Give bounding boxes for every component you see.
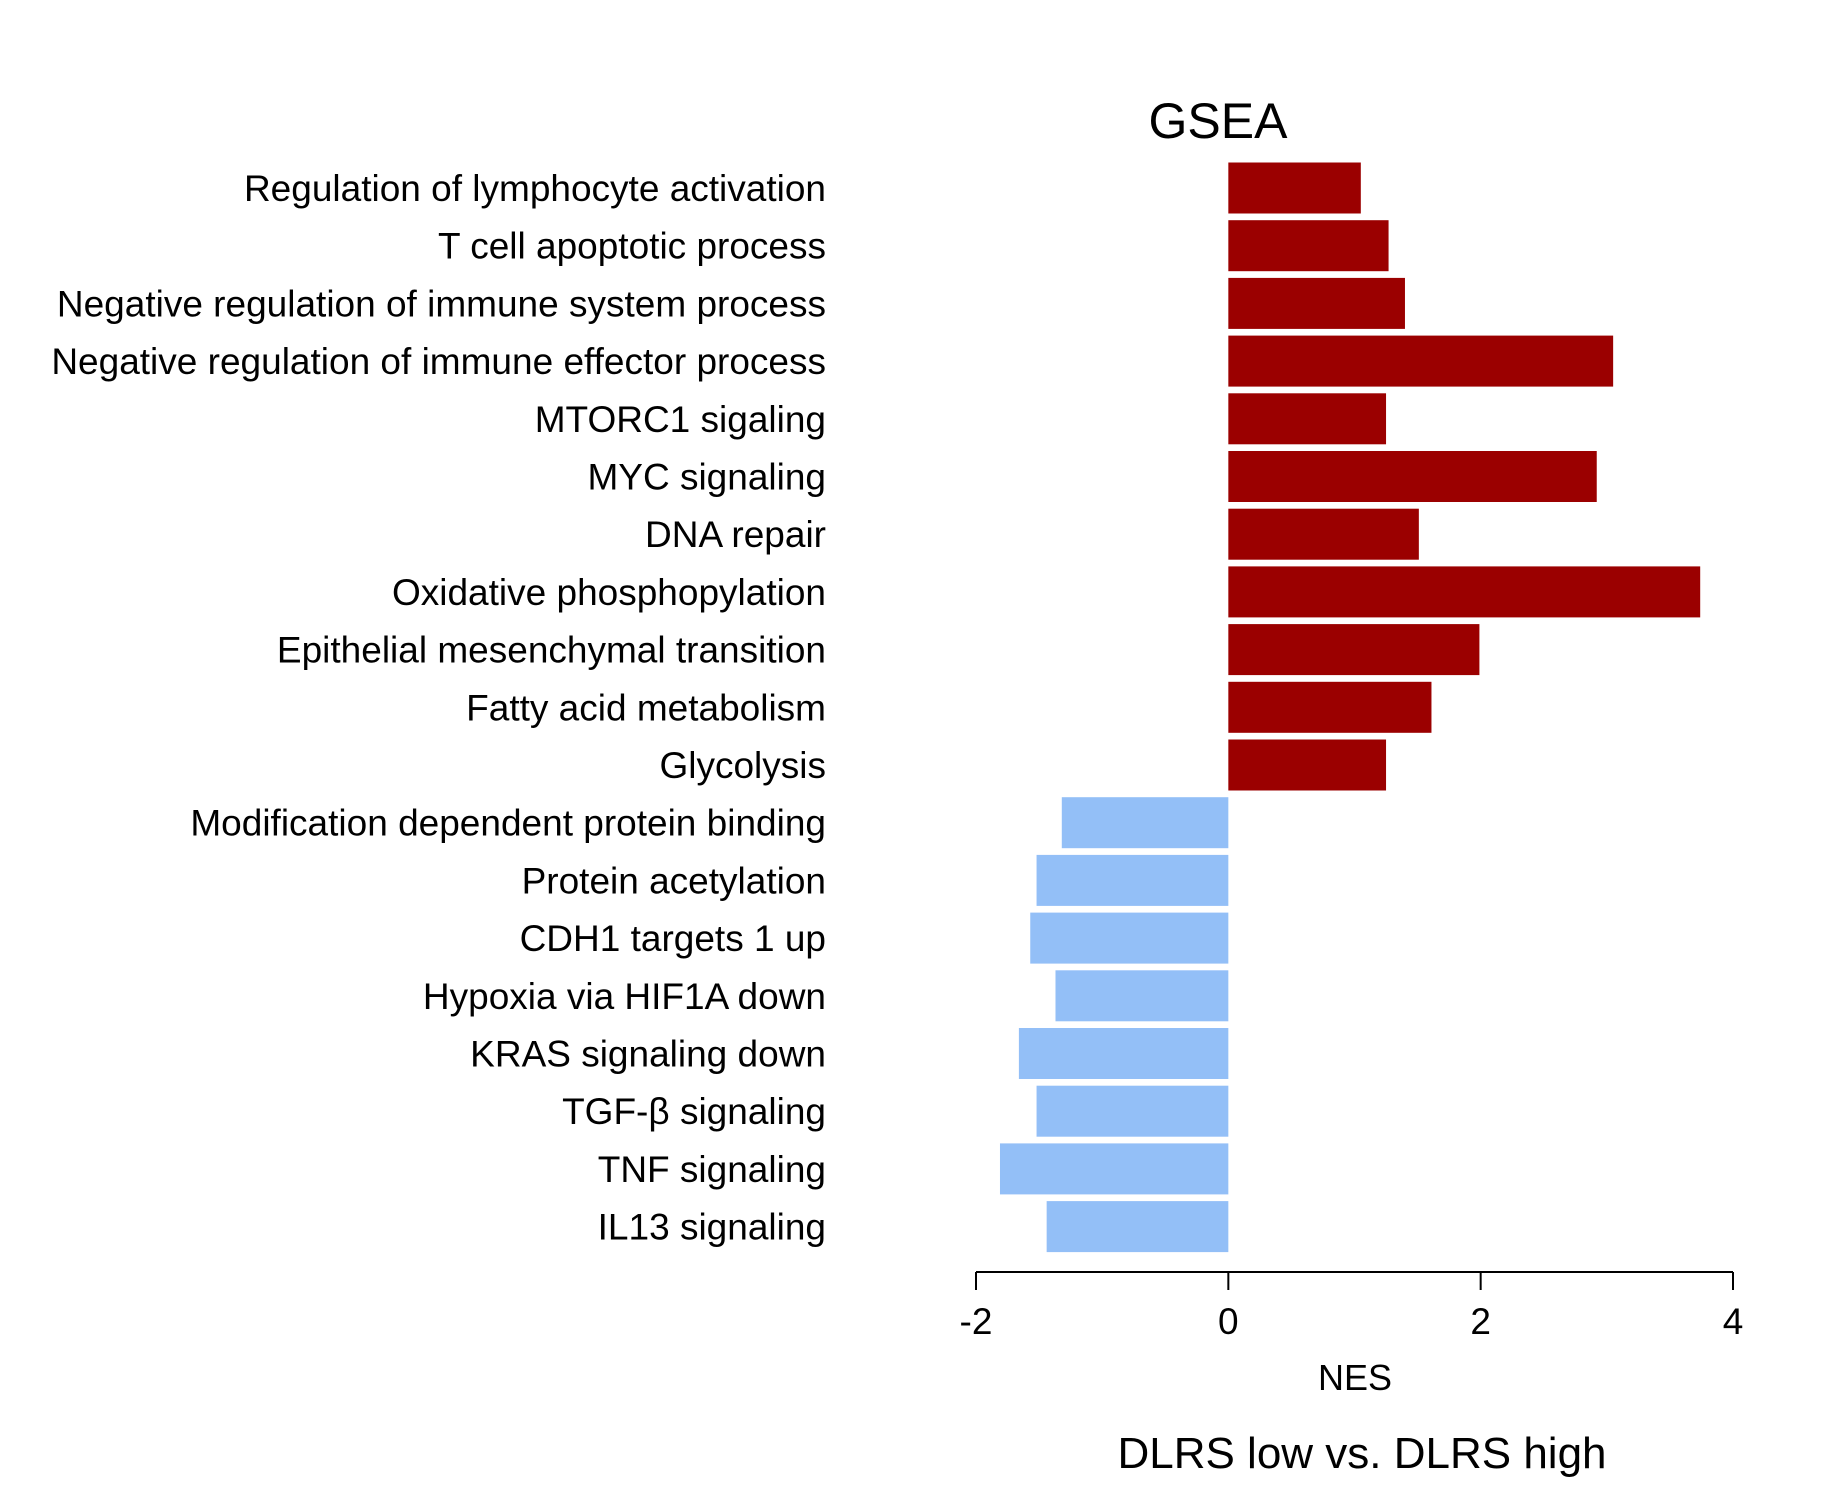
x-tick-label: 2 bbox=[1470, 1301, 1491, 1342]
bar bbox=[1036, 1085, 1229, 1137]
chart-title: GSEA bbox=[1149, 93, 1289, 149]
category-label: Protein acetylation bbox=[522, 860, 826, 901]
bar bbox=[1228, 162, 1361, 214]
bar bbox=[1228, 451, 1597, 502]
bar bbox=[1228, 739, 1387, 791]
category-label: Regulation of lymphocyte activation bbox=[244, 168, 826, 209]
category-label: IL13 signaling bbox=[598, 1207, 826, 1248]
category-label: Fatty acid metabolism bbox=[466, 687, 826, 728]
category-label: CDH1 targets 1 up bbox=[520, 918, 826, 959]
bar bbox=[1061, 797, 1229, 849]
bar bbox=[1228, 566, 1701, 618]
bar bbox=[1036, 854, 1229, 906]
chart-subtitle: DLRS low vs. DLRS high bbox=[1117, 1429, 1606, 1478]
bar bbox=[1055, 970, 1229, 1022]
x-tick-label: -2 bbox=[960, 1301, 993, 1342]
category-label: T cell apoptotic process bbox=[438, 226, 826, 267]
bar bbox=[1228, 624, 1480, 676]
category-label: Modification dependent protein binding bbox=[190, 803, 826, 844]
x-tick-label: 0 bbox=[1218, 1301, 1239, 1342]
bar bbox=[1228, 277, 1405, 329]
category-label: Epithelial mesenchymal transition bbox=[277, 630, 826, 671]
category-label: DNA repair bbox=[645, 514, 826, 555]
category-labels: Regulation of lymphocyte activation T cel… bbox=[51, 168, 826, 1248]
bar bbox=[1228, 508, 1419, 560]
x-axis: -2 0 2 4 bbox=[960, 1271, 1744, 1342]
category-label: KRAS signaling down bbox=[470, 1034, 826, 1075]
bar bbox=[1228, 335, 1614, 387]
bar bbox=[1018, 1028, 1229, 1079]
bar bbox=[1228, 220, 1389, 272]
bars bbox=[999, 162, 1701, 1253]
bar bbox=[1046, 1201, 1229, 1253]
category-label: MYC signaling bbox=[587, 457, 826, 498]
category-label: TNF signaling bbox=[598, 1149, 826, 1190]
category-label: Negative regulation of immune system pro… bbox=[57, 283, 826, 324]
bar bbox=[1228, 393, 1387, 445]
x-tick-label: 4 bbox=[1723, 1301, 1744, 1342]
category-label: Negative regulation of immune effector p… bbox=[51, 341, 826, 382]
category-label: MTORC1 sigaling bbox=[535, 399, 826, 440]
category-label: Hypoxia via HIF1A down bbox=[423, 976, 826, 1017]
category-label: Oxidative phosphopylation bbox=[392, 572, 826, 613]
bar bbox=[999, 1143, 1229, 1195]
bar bbox=[1228, 681, 1432, 733]
category-label: TGF-β signaling bbox=[562, 1091, 826, 1132]
bar bbox=[1030, 912, 1229, 964]
category-label: Glycolysis bbox=[659, 745, 826, 786]
x-axis-label: NES bbox=[1318, 1357, 1392, 1398]
